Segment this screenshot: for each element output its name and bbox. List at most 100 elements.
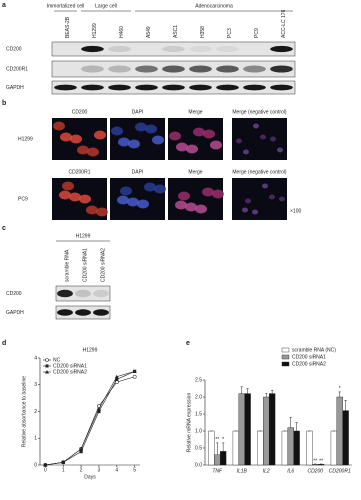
band bbox=[75, 289, 91, 298]
x-axis-label: Days bbox=[84, 474, 96, 480]
band bbox=[189, 45, 212, 53]
band bbox=[270, 45, 293, 53]
x-tick-label: 0 bbox=[44, 467, 47, 473]
cell bbox=[193, 127, 205, 137]
legend-swatch bbox=[281, 347, 290, 353]
bar bbox=[293, 430, 300, 466]
x-tick-label: 5 bbox=[133, 467, 136, 473]
cell bbox=[262, 183, 268, 189]
legend-marker bbox=[45, 358, 49, 362]
band bbox=[162, 45, 185, 53]
cell bbox=[277, 147, 283, 153]
y-tick-label: 4 bbox=[34, 355, 37, 361]
lane-label: BEAS-2B bbox=[65, 16, 71, 38]
panel-label: a bbox=[2, 2, 6, 9]
band bbox=[243, 65, 266, 73]
series-line bbox=[45, 371, 135, 466]
column-label: Merge (negative control) bbox=[232, 169, 287, 175]
band bbox=[108, 65, 131, 73]
cell bbox=[154, 184, 166, 194]
group-label: Immortalized cell bbox=[47, 3, 85, 9]
cell bbox=[269, 194, 275, 200]
y-tick-label: 0.5 bbox=[195, 445, 202, 451]
column-label: Merge bbox=[188, 109, 202, 115]
column-label: CD200R1 bbox=[69, 169, 91, 175]
group-label: Large cell bbox=[95, 3, 117, 9]
cell bbox=[117, 195, 129, 205]
marker bbox=[96, 406, 101, 411]
significance: ** bbox=[313, 458, 317, 464]
x-tick-label: IL1B bbox=[237, 468, 248, 474]
row-label: H1299 bbox=[18, 136, 33, 142]
cell bbox=[243, 149, 249, 155]
bar bbox=[263, 396, 270, 466]
panel-label: e bbox=[186, 340, 190, 347]
cell bbox=[212, 189, 224, 199]
bar bbox=[330, 430, 338, 466]
cell bbox=[202, 187, 214, 197]
row-label: CD200 bbox=[6, 291, 22, 297]
significance: * bbox=[222, 437, 224, 443]
blot bbox=[55, 285, 111, 302]
series-line bbox=[45, 376, 135, 466]
band bbox=[81, 45, 104, 53]
y-tick-label: 1.5 bbox=[195, 411, 202, 417]
cell bbox=[94, 130, 106, 140]
magnification: ×100 bbox=[290, 208, 301, 214]
lane-label: A549 bbox=[146, 26, 152, 38]
y-tick-label: 2.5 bbox=[195, 377, 202, 383]
band bbox=[270, 84, 293, 91]
band bbox=[54, 84, 77, 91]
cell bbox=[145, 124, 157, 134]
micrograph bbox=[168, 178, 223, 220]
band bbox=[243, 84, 266, 91]
bar bbox=[281, 430, 289, 466]
cell bbox=[260, 134, 266, 140]
cell bbox=[203, 129, 215, 139]
x-tick-label: TNF bbox=[212, 468, 223, 474]
cell bbox=[178, 191, 190, 201]
bar bbox=[244, 393, 251, 466]
cell bbox=[175, 200, 187, 210]
cell bbox=[242, 207, 248, 213]
significance: * bbox=[339, 386, 341, 392]
y-tick-label: 0.0 bbox=[195, 462, 202, 468]
panel-label: d bbox=[2, 340, 6, 347]
column-label: Merge bbox=[188, 169, 202, 175]
cell bbox=[176, 142, 188, 152]
band bbox=[189, 84, 212, 91]
y-tick-label: 0 bbox=[34, 462, 37, 468]
row-label: GAPDH bbox=[6, 310, 24, 316]
band bbox=[216, 65, 239, 73]
column-label: DAPI bbox=[132, 109, 144, 115]
cell bbox=[186, 144, 198, 154]
bar bbox=[208, 430, 215, 466]
cell bbox=[195, 204, 207, 214]
marker bbox=[97, 409, 101, 414]
marker bbox=[132, 369, 137, 373]
band bbox=[57, 289, 73, 298]
cell bbox=[270, 136, 276, 142]
lane-label: ACC-LC 176 bbox=[281, 9, 287, 38]
row-label: CD200R1 bbox=[6, 66, 28, 72]
cell bbox=[169, 131, 181, 141]
cell bbox=[120, 186, 132, 196]
cell bbox=[152, 135, 164, 145]
band bbox=[216, 84, 239, 91]
band bbox=[270, 65, 293, 73]
marker bbox=[79, 446, 84, 451]
bar bbox=[336, 396, 343, 466]
lane-label: PC3 bbox=[227, 28, 233, 38]
bar bbox=[312, 464, 319, 466]
chart-title: H1299 bbox=[83, 347, 98, 353]
band bbox=[135, 84, 158, 91]
cell bbox=[137, 199, 149, 209]
column-label: Merge (negative control) bbox=[232, 109, 287, 115]
legend-label: CD200 siRNA1 bbox=[53, 363, 87, 369]
marker bbox=[115, 377, 119, 381]
cell bbox=[53, 121, 65, 131]
band bbox=[57, 309, 73, 316]
band bbox=[135, 65, 158, 73]
lane-label: H460 bbox=[119, 26, 125, 38]
marker bbox=[43, 463, 48, 467]
